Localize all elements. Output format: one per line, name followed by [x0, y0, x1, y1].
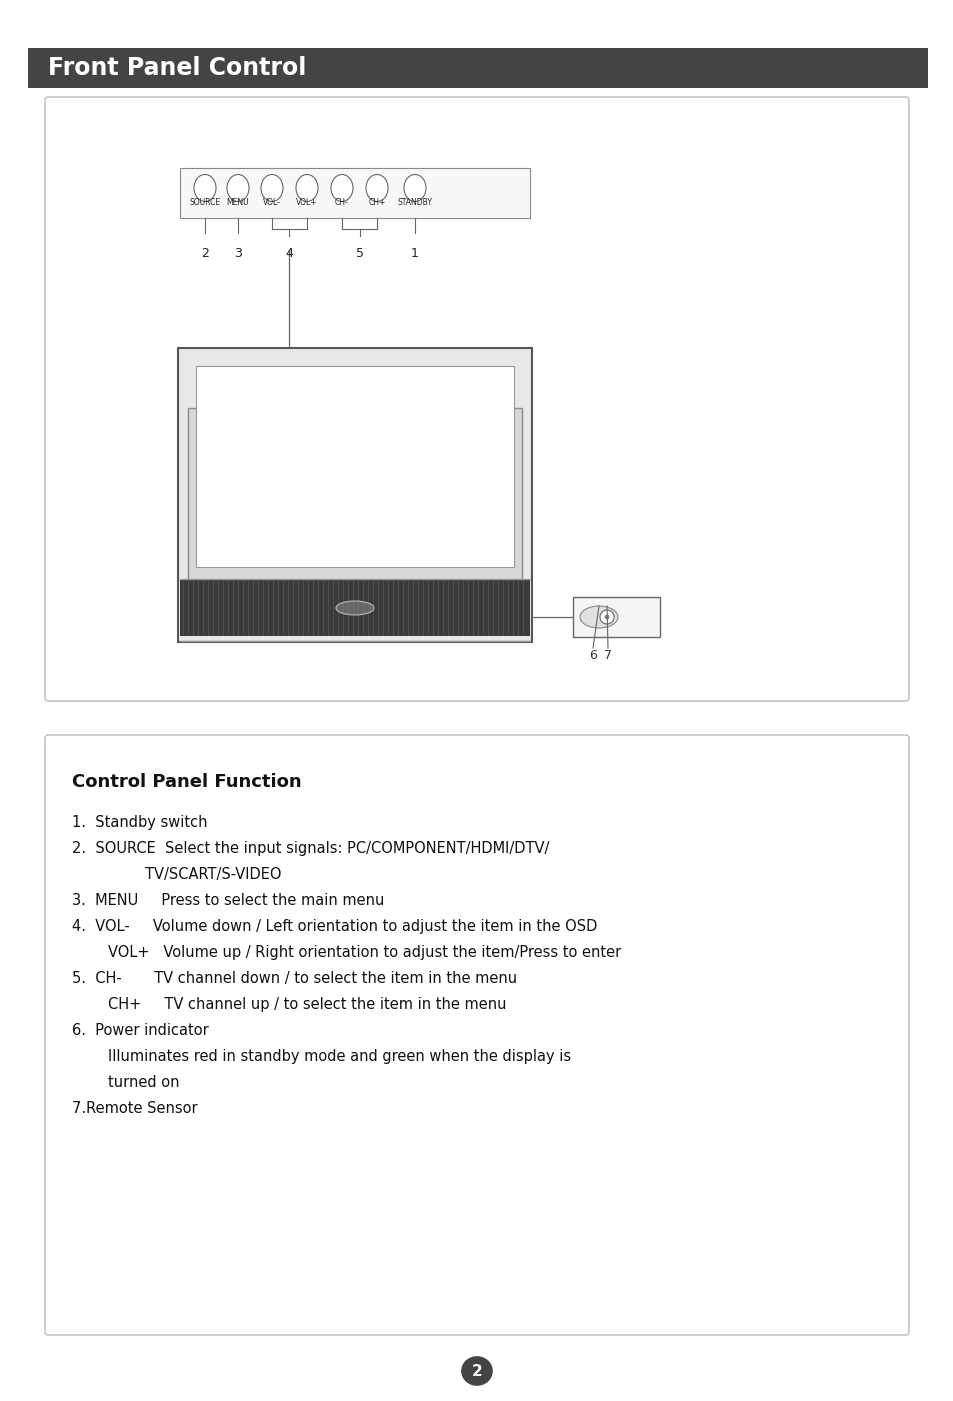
Text: 6: 6 [588, 649, 597, 663]
Text: Control Panel Function: Control Panel Function [71, 773, 301, 792]
Text: VOL+   Volume up / Right orientation to adjust the item/Press to enter: VOL+ Volume up / Right orientation to ad… [108, 946, 620, 960]
Bar [180, 168, 530, 219]
Text: SOURCE: SOURCE [190, 198, 220, 207]
Ellipse shape [461, 1358, 492, 1386]
Text: 5.  CH-       TV channel down / to select the item in the menu: 5. CH- TV channel down / to select the i… [71, 971, 517, 986]
Text: 2.  SOURCE  Select the input signals: PC/COMPONENT/HDMI/DTV/: 2. SOURCE Select the input signals: PC/C… [71, 841, 549, 856]
Text: 6.  Power indicator: 6. Power indicator [71, 1023, 209, 1038]
Text: VOL-: VOL- [263, 198, 280, 207]
Ellipse shape [227, 175, 249, 202]
Ellipse shape [331, 175, 353, 202]
Ellipse shape [604, 615, 609, 619]
Ellipse shape [599, 609, 614, 623]
Text: 2: 2 [471, 1363, 482, 1379]
Text: 7.Remote Sensor: 7.Remote Sensor [71, 1101, 197, 1117]
Text: Illuminates red in standby mode and green when the display is: Illuminates red in standby mode and gree… [108, 1049, 571, 1063]
Text: VOL+: VOL+ [295, 198, 317, 207]
FancyBboxPatch shape [45, 736, 908, 1335]
Text: 1.  Standby switch: 1. Standby switch [71, 815, 208, 829]
Ellipse shape [403, 175, 426, 202]
Ellipse shape [366, 175, 388, 202]
Bar [180, 580, 530, 636]
Ellipse shape [193, 175, 215, 202]
Bar [195, 366, 514, 567]
Text: Front Panel Control: Front Panel Control [48, 56, 306, 80]
Text: TV/SCART/S-VIDEO: TV/SCART/S-VIDEO [145, 867, 281, 883]
Text: CH-: CH- [335, 198, 349, 207]
Text: 7: 7 [603, 649, 612, 663]
Bar [573, 597, 659, 637]
Text: 4: 4 [285, 247, 293, 261]
Text: MENU: MENU [227, 198, 249, 207]
Bar [188, 408, 521, 628]
Text: 2: 2 [201, 247, 209, 261]
Bar [28, 48, 927, 88]
Ellipse shape [261, 175, 283, 202]
Text: 3.  MENU     Press to select the main menu: 3. MENU Press to select the main menu [71, 892, 384, 908]
Text: STANDBY: STANDBY [397, 198, 432, 207]
Ellipse shape [295, 175, 317, 202]
Text: 4.  VOL-     Volume down / Left orientation to adjust the item in the OSD: 4. VOL- Volume down / Left orientation t… [71, 919, 597, 934]
Text: turned on: turned on [108, 1075, 179, 1090]
Text: 1: 1 [411, 247, 418, 261]
Ellipse shape [335, 601, 374, 615]
FancyBboxPatch shape [45, 97, 908, 700]
Bar [178, 347, 532, 642]
Text: CH+: CH+ [368, 198, 385, 207]
Text: 5: 5 [355, 247, 364, 261]
Text: 3: 3 [233, 247, 242, 261]
Text: CH+     TV channel up / to select the item in the menu: CH+ TV channel up / to select the item i… [108, 998, 506, 1012]
Ellipse shape [579, 607, 618, 628]
